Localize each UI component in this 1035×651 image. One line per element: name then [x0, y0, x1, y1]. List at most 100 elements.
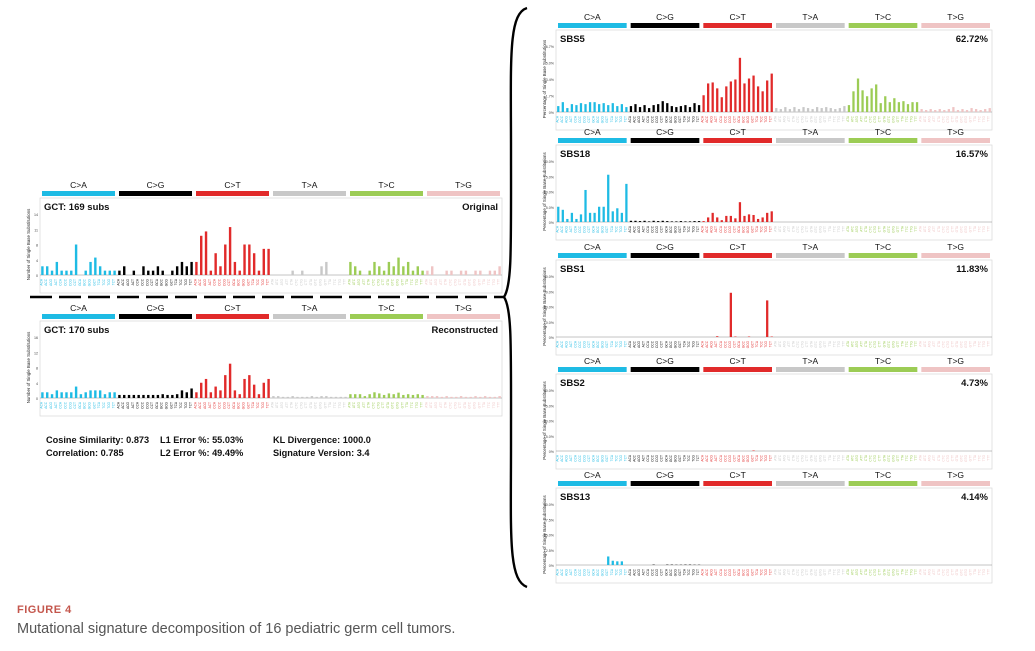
data-bar [747, 214, 751, 222]
data-bar [252, 253, 256, 275]
data-bar [301, 396, 304, 398]
x-tick-label: TCA [682, 115, 686, 122]
data-bar [766, 80, 769, 112]
data-bar [55, 261, 59, 275]
category-label: T>C [875, 127, 891, 137]
x-tick-label: CTT [458, 402, 462, 408]
x-tick-label: CCC [651, 225, 655, 233]
x-tick-label: CTC [796, 340, 800, 347]
data-bar [349, 394, 352, 398]
category-color-bar [196, 314, 269, 319]
x-tick-label: TTG [415, 401, 419, 408]
data-bar [988, 108, 991, 112]
data-bar [716, 217, 719, 222]
x-tick-label: TTT [841, 569, 845, 575]
stat-text: Cosine Similarity: 0.873 [46, 435, 149, 445]
x-tick-label: CCT [660, 455, 664, 462]
data-bar [734, 218, 737, 222]
x-tick-label: TCT [623, 226, 627, 232]
x-tick-label: GTC [887, 115, 891, 122]
x-tick-label: CTT [381, 279, 385, 285]
data-bar [684, 105, 687, 112]
category-label: T>C [378, 303, 394, 313]
data-bar [185, 392, 188, 398]
category-color-bar [630, 367, 700, 372]
x-tick-label: CCT [660, 226, 664, 233]
x-tick-label: ATT [860, 341, 864, 347]
data-bar [679, 221, 683, 222]
panel-corner-label: 4.73% [961, 378, 988, 389]
x-tick-label: ACA [701, 225, 705, 232]
x-tick-label: TTG [910, 115, 914, 122]
data-bar [195, 261, 198, 275]
x-tick-label: CCC [723, 225, 727, 233]
data-bar [171, 270, 174, 275]
x-tick-label: GTT [823, 226, 827, 232]
data-bar [793, 107, 796, 112]
x-tick-label: CCA [646, 454, 650, 462]
data-bar [41, 266, 44, 275]
x-tick-label: GTA [386, 278, 390, 285]
data-bar [611, 211, 614, 222]
x-tick-label: GCC [596, 568, 600, 576]
x-tick-label: GCC [669, 568, 673, 576]
data-bar [956, 110, 960, 112]
x-tick-label: ATA [270, 401, 274, 408]
data-bar [147, 270, 150, 275]
data-bar [151, 270, 155, 275]
x-tick-label: CTT [950, 116, 954, 122]
x-tick-label: TTA [828, 340, 832, 347]
y-tick-label: 30.0% [544, 420, 555, 424]
x-tick-label: TTA [328, 278, 332, 285]
x-tick-label: TTT [987, 341, 991, 347]
data-bar [557, 206, 560, 222]
x-tick-label: TCG [764, 568, 768, 575]
data-bar [402, 394, 405, 398]
x-tick-label: CCA [646, 225, 650, 233]
data-bar [363, 396, 367, 398]
x-tick-label: GTT [896, 116, 900, 122]
x-tick-label: CCT [732, 116, 736, 123]
x-tick-label: TTG [415, 278, 419, 285]
x-tick-label: ACA [701, 568, 705, 575]
x-tick-label: GCA [664, 454, 668, 462]
data-bar [267, 378, 270, 398]
data-bar [60, 392, 63, 398]
x-tick-label: CTA [937, 454, 941, 461]
x-tick-label: GCT [678, 116, 682, 123]
x-tick-label: TTG [910, 340, 914, 347]
x-tick-label: CTG [801, 225, 805, 232]
category-color-bar [848, 23, 918, 28]
data-bar [775, 108, 778, 112]
x-tick-label: GCT [169, 279, 173, 286]
x-tick-label: GTA [882, 225, 886, 232]
x-tick-label: TTG [492, 278, 496, 285]
x-tick-label: TCG [764, 454, 768, 461]
x-tick-label: ATG [357, 401, 361, 408]
data-bar [411, 270, 415, 275]
x-tick-label: CTC [941, 454, 945, 461]
x-tick-label: GCT [678, 455, 682, 462]
data-bar [670, 106, 673, 112]
category-label: T>C [875, 356, 891, 366]
x-tick-label: TTT [343, 279, 347, 285]
x-tick-label: TTA [973, 454, 977, 461]
x-tick-label: GCC [237, 278, 241, 286]
x-tick-label: GTG [396, 401, 400, 408]
y-tick-label: 16 [34, 336, 38, 340]
data-bar [652, 105, 655, 112]
x-tick-label: ATC [850, 225, 854, 232]
x-tick-label: TTG [837, 454, 841, 461]
category-label: C>T [730, 242, 746, 252]
category-color-bar [703, 253, 772, 258]
x-tick-label: TCA [682, 568, 686, 575]
x-tick-label: TTT [914, 226, 918, 232]
data-bar [373, 392, 376, 398]
data-bar [440, 396, 444, 398]
data-bar [70, 270, 73, 275]
x-tick-label: CCC [723, 568, 727, 576]
category-color-bar [848, 138, 918, 143]
x-tick-label: CCT [660, 341, 664, 348]
data-bar [406, 261, 410, 275]
category-color-bar [630, 481, 700, 486]
